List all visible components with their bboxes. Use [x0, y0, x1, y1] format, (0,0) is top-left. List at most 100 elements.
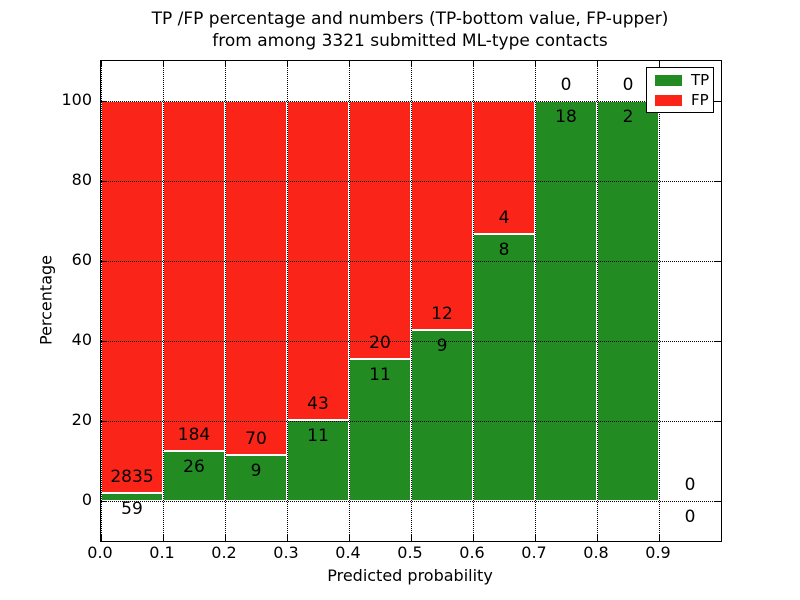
- bar-segment-tp: [473, 234, 535, 501]
- bar-segment-fp: [287, 101, 349, 420]
- bar-segment-fp: [101, 101, 163, 493]
- fp-count-label: 0: [622, 75, 634, 95]
- tp-count-label: 0: [684, 507, 696, 527]
- fp-count-label: 12: [431, 303, 453, 324]
- x-tick-label: 0.0: [87, 543, 113, 562]
- legend-swatch-fp: [655, 94, 682, 106]
- fp-count-label: 20: [369, 333, 391, 354]
- tp-count-label: 11: [369, 365, 391, 386]
- tp-count-label: 8: [498, 240, 510, 261]
- y-tickmark-left: [101, 341, 107, 342]
- fp-count-label: 0: [560, 75, 572, 95]
- x-tick-label: 0.6: [459, 543, 485, 562]
- y-tick-label: 60: [71, 250, 92, 269]
- x-tickmark-top: [659, 61, 660, 67]
- bar-segment-tp: [597, 101, 659, 501]
- y-tickmark-left: [101, 501, 107, 502]
- v-gridline: [411, 61, 412, 541]
- y-tick-label: 40: [71, 330, 92, 349]
- y-tickmark-right: [715, 261, 721, 262]
- x-tick-label: 0.1: [149, 543, 175, 562]
- chart-title: TP /FP percentage and numbers (TP-bottom…: [100, 8, 720, 52]
- x-tickmark-bottom: [659, 535, 660, 541]
- x-tick-label: 0.2: [211, 543, 237, 562]
- legend-item-tp: TP: [655, 70, 713, 89]
- y-tickmark-right: [715, 501, 721, 502]
- x-tickmark-top: [287, 61, 288, 67]
- x-tickmark-bottom: [411, 535, 412, 541]
- v-gridline: [349, 61, 350, 541]
- x-tickmark-bottom: [349, 535, 350, 541]
- bar-segment-tp: [411, 329, 473, 501]
- bar-segment-fp: [225, 101, 287, 456]
- y-tickmark-left: [101, 261, 107, 262]
- y-tickmark-left: [101, 421, 107, 422]
- x-tick-label: 0.8: [583, 543, 609, 562]
- bar-segment-tp: [535, 101, 597, 501]
- x-tick-label: 0.5: [397, 543, 423, 562]
- x-tickmark-top: [163, 61, 164, 67]
- x-tickmark-bottom: [101, 535, 102, 541]
- x-tickmark-top: [225, 61, 226, 67]
- v-gridline: [597, 61, 598, 541]
- fp-count-label: 184: [177, 425, 211, 446]
- x-tick-label: 0.4: [335, 543, 361, 562]
- x-tickmark-top: [473, 61, 474, 67]
- v-gridline: [163, 61, 164, 541]
- bar-segment-tp: [287, 419, 349, 501]
- y-tick-label: 20: [71, 410, 92, 429]
- x-tickmark-top: [349, 61, 350, 67]
- x-tickmark-bottom: [163, 535, 164, 541]
- x-axis-label: Predicted probability: [327, 566, 493, 585]
- tp-count-label: 2: [622, 107, 634, 127]
- tp-count-label: 9: [436, 335, 448, 356]
- x-tickmark-bottom: [287, 535, 288, 541]
- x-tickmark-bottom: [225, 535, 226, 541]
- tp-count-label: 59: [121, 498, 143, 519]
- legend-label-tp: TP: [691, 70, 710, 89]
- legend-swatch-tp: [655, 74, 682, 86]
- x-tick-label: 0.7: [521, 543, 547, 562]
- bar-segment-fp: [163, 101, 225, 452]
- y-axis-label: Percentage: [36, 254, 56, 346]
- y-tick-label: 100: [61, 90, 92, 109]
- bar-segment-tp: [163, 451, 225, 501]
- y-tick-label: 80: [71, 170, 92, 189]
- x-tickmark-top: [597, 61, 598, 67]
- chart-title-line2: from among 3321 submitted ML-type contac…: [212, 31, 608, 51]
- legend-item-fp: FP: [655, 90, 713, 109]
- bar-segment-fp: [349, 101, 411, 360]
- v-gridline: [535, 61, 536, 541]
- y-tickmark-right: [715, 101, 721, 102]
- v-gridline: [225, 61, 226, 541]
- y-tickmark-left: [101, 181, 107, 182]
- bar-segment-tp: [349, 359, 411, 501]
- fp-count-label: 43: [307, 393, 329, 414]
- legend: TP FP: [646, 67, 714, 113]
- y-tickmark-right: [715, 421, 721, 422]
- y-tick-label: 0: [81, 490, 92, 509]
- x-tickmark-top: [535, 61, 536, 67]
- x-tickmark-top: [101, 61, 102, 67]
- x-tickmark-bottom: [473, 535, 474, 541]
- bar-segment-fp: [411, 101, 473, 330]
- v-gridline: [659, 61, 660, 541]
- x-tickmark-bottom: [535, 535, 536, 541]
- x-tick-label: 0.9: [645, 543, 671, 562]
- v-gridline: [101, 61, 102, 541]
- tp-count-label: 26: [183, 457, 205, 478]
- v-gridline: [287, 61, 288, 541]
- tp-count-label: 18: [555, 107, 577, 127]
- y-tickmark-right: [715, 181, 721, 182]
- x-tickmark-top: [411, 61, 412, 67]
- x-tickmark-bottom: [597, 535, 598, 541]
- legend-label-fp: FP: [691, 90, 709, 109]
- plot-area: 2835 59 184 26 70 9 43 11 20 11 12 9 4 8 0 18 0 2 0 0 TP FP: [100, 60, 722, 542]
- x-tick-label: 0.3: [273, 543, 299, 562]
- tp-count-label: 11: [307, 425, 329, 446]
- y-tickmark-right: [715, 341, 721, 342]
- v-gridline: [473, 61, 474, 541]
- y-tickmark-left: [101, 101, 107, 102]
- chart-title-line1: TP /FP percentage and numbers (TP-bottom…: [151, 9, 669, 29]
